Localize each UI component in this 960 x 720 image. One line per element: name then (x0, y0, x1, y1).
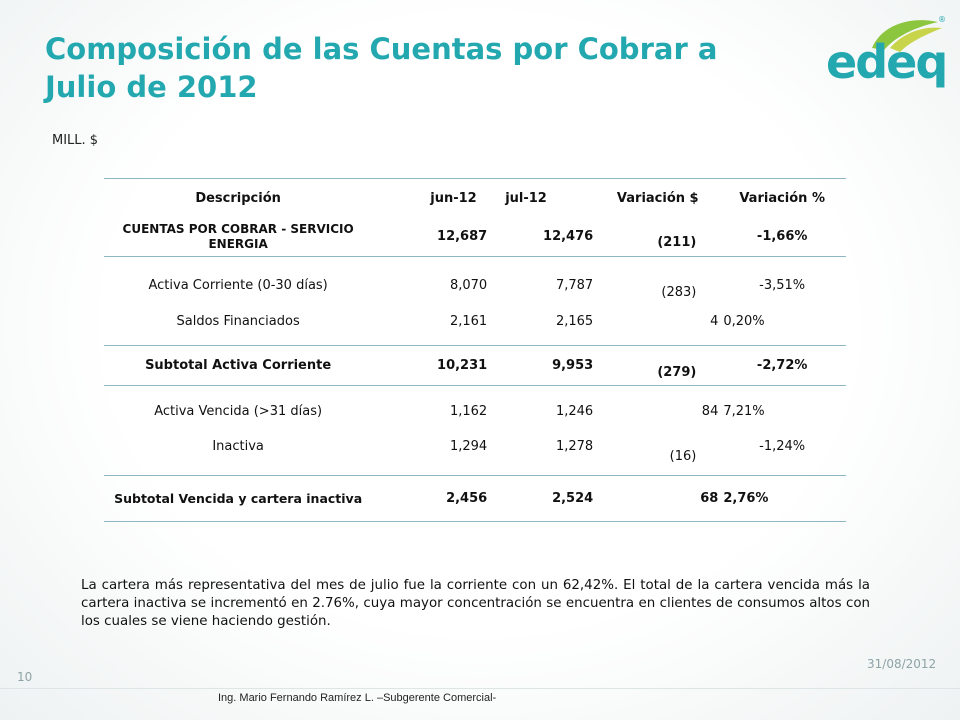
row-jun: 12,687 (372, 217, 492, 257)
row-jul: 2,165 (491, 314, 598, 346)
table-row: CUENTAS POR COBRAR - SERVICIO ENERGIA 12… (104, 217, 846, 257)
row-varp: -2,72% (718, 345, 846, 386)
row-jun: 1,294 (372, 437, 492, 476)
table-row: Subtotal Activa Corriente 10,231 9,953 (… (104, 345, 846, 386)
row-jul: 7,787 (555, 277, 594, 293)
logo-leaf-yellow (890, 27, 942, 52)
row-jun: 2,161 (372, 314, 492, 346)
row-var: 68 (597, 475, 719, 522)
footer-author: Ing. Mario Fernando Ramírez L. –Subgeren… (218, 692, 497, 704)
row-jul: 2,524 (491, 475, 598, 522)
header-variacion-abs: Variación $ (597, 178, 719, 217)
row-varp: -1,66% (718, 217, 846, 257)
page-number: 10 (17, 670, 33, 684)
table-row: Inactiva 1,294 1,278 (16) -1,24% (104, 437, 846, 476)
row-desc: Subtotal Vencida y cartera inactiva (104, 475, 373, 522)
row-desc: Activa Corriente (0-30 días) (148, 277, 328, 293)
row-var: (16) (597, 437, 719, 476)
row-var: 84 (701, 403, 719, 419)
edeq-logo: edeq ® (826, 15, 948, 89)
row-desc: Inactiva (104, 437, 373, 476)
row-varp: 2,76% (718, 475, 846, 522)
row-varp: 0,20% (718, 314, 846, 346)
logo-leaf-green (872, 20, 938, 50)
slide-title: Composición de las Cuentas por Cobrar a … (45, 30, 745, 106)
row-varp: -1,24% (718, 437, 846, 476)
table-row: Saldos Financiados 2,161 2,165 4 0,20% (104, 314, 846, 346)
table-row: Activa Vencida (>31 días) 1,162 1,246 84… (104, 385, 846, 437)
logo-registered-mark: ® (938, 15, 946, 24)
row-jun: 10,231 (372, 345, 492, 386)
row-desc: CUENTAS POR COBRAR - SERVICIO ENERGIA (104, 217, 373, 257)
row-var: (211) (597, 217, 719, 257)
row-jun: 1,162 (449, 403, 488, 419)
header-descripcion: Descripción (104, 178, 373, 217)
footer-divider (0, 688, 960, 689)
row-varp: -3,51% (759, 277, 806, 293)
row-jul: 1,246 (555, 403, 594, 419)
row-jul: 1,278 (491, 437, 598, 476)
summary-paragraph: La cartera más representativa del mes de… (81, 578, 870, 629)
table-row: Activa Corriente (0-30 días) 8,070 7,787… (104, 256, 846, 314)
units-label: MILL. $ (52, 133, 99, 148)
row-desc: Saldos Financiados (104, 314, 373, 346)
slide-date: 31/08/2012 (867, 657, 937, 671)
row-jun: 2,456 (372, 475, 492, 522)
row-desc: Subtotal Activa Corriente (104, 345, 373, 386)
table-header-row: Descripción jun-12 jul-12 Variación $ Va… (104, 178, 846, 217)
row-jul: 9,953 (491, 345, 598, 386)
table-row: Subtotal Vencida y cartera inactiva 2,45… (104, 475, 846, 522)
header-jul-12: jul-12 (491, 178, 598, 217)
header-jun-12: jun-12 (372, 178, 492, 217)
row-var: 4 (597, 314, 719, 346)
row-varp: 7,21% (723, 403, 765, 419)
title-line-2: Julio de 2012 (45, 70, 258, 104)
title-line-1: Composición de las Cuentas por Cobrar a (45, 32, 718, 66)
logo-text: edeq (826, 35, 946, 89)
header-variacion-pct: Variación % (718, 178, 846, 217)
row-var: (283) (661, 284, 697, 300)
row-jun: 8,070 (449, 277, 488, 293)
row-jul: 12,476 (491, 217, 598, 257)
row-desc: Activa Vencida (>31 días) (154, 403, 323, 419)
accounts-receivable-table: Descripción jun-12 jul-12 Variación $ Va… (104, 178, 846, 522)
row-var: (279) (597, 345, 719, 386)
